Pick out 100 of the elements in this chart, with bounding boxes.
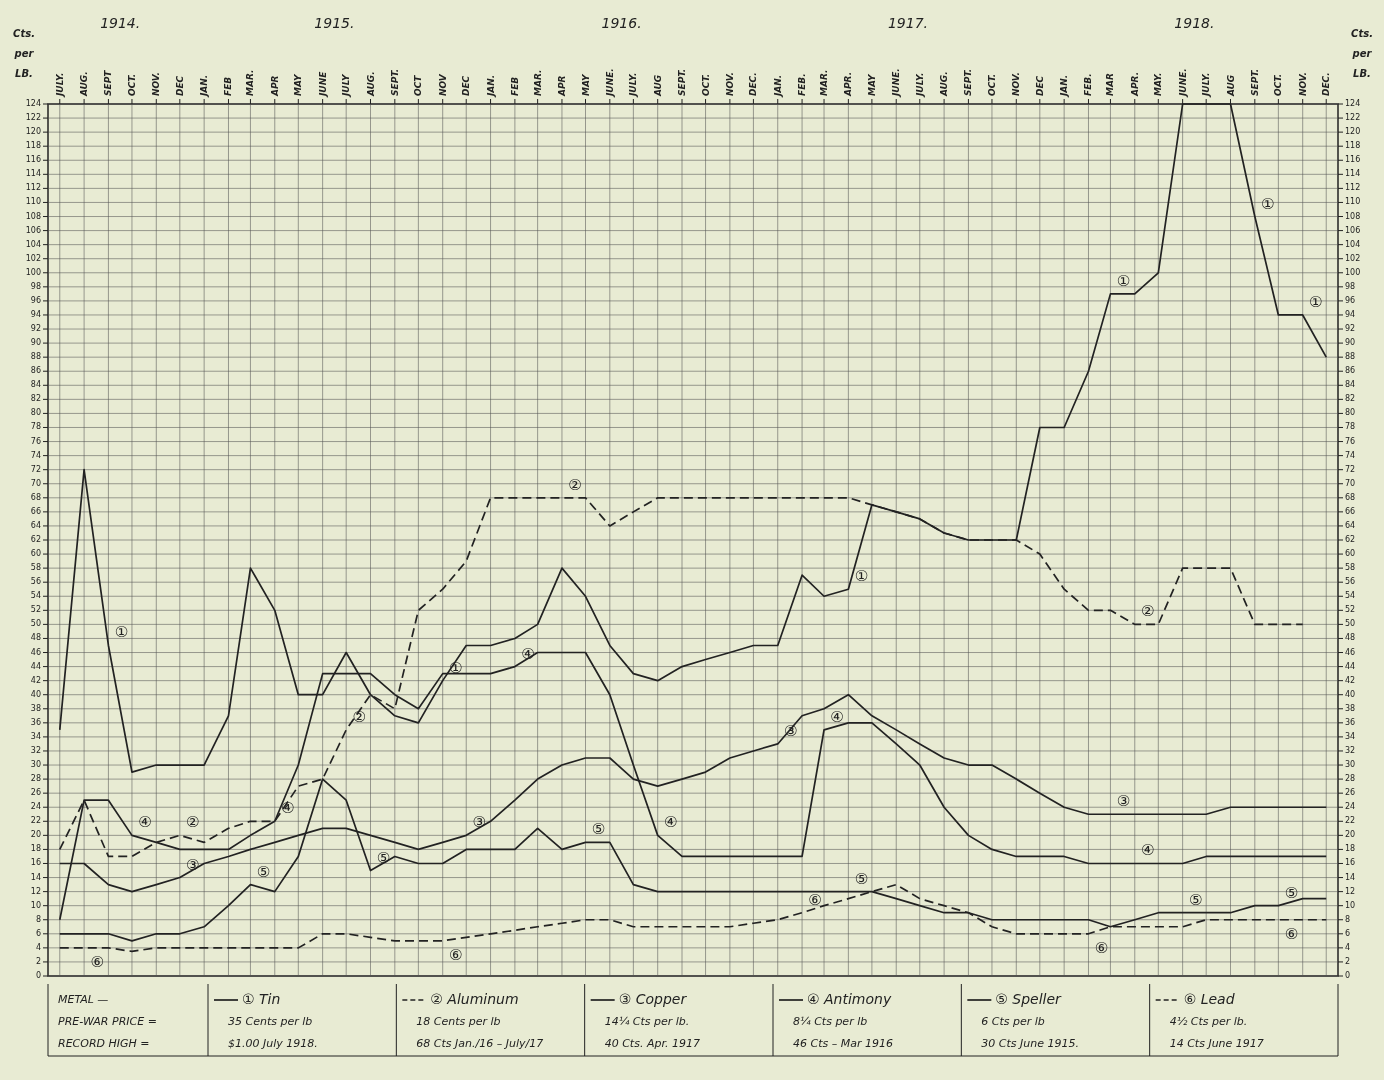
legend-label: ② Aluminum xyxy=(430,991,519,1007)
y2-tick-label: 30 xyxy=(1345,760,1356,770)
y2-tick-label: 122 xyxy=(1345,113,1361,123)
text: $1.00 July 1918. xyxy=(228,1037,318,1050)
annotation: ⑤ xyxy=(1188,890,1203,909)
x-tick-label: AUG. xyxy=(365,71,376,97)
text: 68 Cts Jan./16 – July/17 xyxy=(416,1037,544,1050)
x-tick-label: DEC. xyxy=(1321,72,1332,96)
y2-tick-label: 44 xyxy=(1345,661,1356,671)
annotation: ⑤ xyxy=(1284,883,1299,902)
y-tick-label: 94 xyxy=(30,309,41,319)
y-tick-label: 0 xyxy=(35,971,41,980)
y2-tick-label: 20 xyxy=(1345,830,1356,840)
y-tick-label: 106 xyxy=(25,225,41,235)
annotation: ② xyxy=(1141,602,1155,621)
annotation: ② xyxy=(186,813,200,832)
y2-tick-label: 78 xyxy=(1345,422,1356,432)
y-tick-label: 62 xyxy=(30,535,41,544)
x-tick-label: JULY. xyxy=(1201,72,1212,98)
x-tick-label: MAY xyxy=(866,73,877,96)
y-tick-label: 120 xyxy=(25,127,41,137)
y-tick-label: 104 xyxy=(25,239,41,249)
x-tick-label: JUNE. xyxy=(1177,68,1188,98)
annotation: ⑤ xyxy=(854,869,869,888)
x-tick-label: MAR. xyxy=(819,69,830,96)
y-tick-label: 70 xyxy=(30,478,41,488)
annotation: ⑥ xyxy=(1094,938,1109,957)
x-tick-label: AUG. xyxy=(939,71,950,97)
y-tick-label: 26 xyxy=(30,788,41,798)
x-tick-label: JULY. xyxy=(628,72,639,98)
y2-tick-label: 114 xyxy=(1345,169,1361,179)
text: 46 Cts – Mar 1916 xyxy=(793,1037,893,1050)
y-tick-label: 42 xyxy=(30,675,41,685)
y-tick-label: 90 xyxy=(30,338,41,348)
y2-tick-label: 118 xyxy=(1345,141,1361,151)
y-tick-label: 28 xyxy=(30,774,41,784)
y2-tick-label: 28 xyxy=(1345,774,1356,784)
y-tick-label: 8 xyxy=(35,914,41,924)
y-tick-label: 40 xyxy=(30,689,41,699)
y2-tick-label: 74 xyxy=(1345,450,1356,460)
x-tick-label: NOV. xyxy=(1011,72,1022,96)
y2-tick-label: 58 xyxy=(1345,563,1356,573)
x-tick-label: DEC xyxy=(174,75,185,96)
y2-tick-label: 50 xyxy=(1345,619,1356,629)
y2-axis-title: Cts. per LB. xyxy=(1351,28,1373,79)
annotation: ④ xyxy=(138,813,152,832)
annotation: ① xyxy=(1261,194,1275,213)
text: 40 Cts. Apr. 1917 xyxy=(604,1037,700,1050)
y-tick-label: 112 xyxy=(25,183,41,193)
y-tick-label: 82 xyxy=(30,394,41,404)
text: 14 Cts June 1917 xyxy=(1169,1037,1264,1050)
y2-tick-label: 6 xyxy=(1345,928,1351,938)
y2-tick-label: 48 xyxy=(1345,633,1356,643)
x-tick-label: NOV. xyxy=(151,72,162,96)
y2-tick-label: 62 xyxy=(1345,535,1356,544)
y2-tick-label: 80 xyxy=(1345,408,1356,418)
y2-tick-label: 116 xyxy=(1345,155,1361,165)
y2-tick-label: 66 xyxy=(1345,506,1356,516)
y-tick-label: 36 xyxy=(30,717,41,727)
y-tick-label: 78 xyxy=(30,422,41,432)
y-tick-label: 2 xyxy=(35,956,41,966)
x-tick-label: JUNE xyxy=(317,70,328,98)
y-tick-label: 34 xyxy=(30,731,41,741)
x-tick-label: SEPT. xyxy=(389,68,400,96)
x-tick-label: MAY xyxy=(293,73,304,96)
y2-tick-label: 36 xyxy=(1345,717,1356,727)
y-tick-label: 84 xyxy=(30,380,41,390)
y2-tick-label: 124 xyxy=(1345,99,1361,108)
x2-tick-label: 1917. xyxy=(887,15,929,31)
y-tick-label: 60 xyxy=(30,549,41,559)
y-tick-label: 16 xyxy=(30,858,41,868)
y2-tick-label: 64 xyxy=(1345,520,1356,530)
y2-tick-label: 34 xyxy=(1345,731,1356,741)
y2-tick-label: 38 xyxy=(1345,703,1356,713)
x-tick-label: AUG. xyxy=(79,71,90,97)
y2-tick-label: 92 xyxy=(1345,324,1356,334)
x2-tick-label: 1915. xyxy=(314,15,355,31)
y2-tick-label: 110 xyxy=(1345,197,1361,207)
y-tick-label: 76 xyxy=(30,436,41,446)
x-tick-label: APR. xyxy=(843,71,854,97)
x-tick-label: JUNE. xyxy=(604,68,615,98)
y-tick-label: 118 xyxy=(25,141,41,151)
x2-tick-label: 1914. xyxy=(100,15,141,31)
y-tick-label: 4 xyxy=(35,942,41,952)
text: 18 Cents per lb xyxy=(416,1015,501,1028)
y2-tick-label: 56 xyxy=(1345,577,1356,587)
y-tick-label: 114 xyxy=(25,169,41,179)
x-tick-label: FEB xyxy=(509,76,520,96)
y-tick-label: 68 xyxy=(30,492,41,502)
x-tick-label: APR. xyxy=(1129,71,1140,97)
x-tick-label: NOV xyxy=(437,73,448,96)
x-tick-label: SEPT. xyxy=(677,68,688,96)
annotation: ④ xyxy=(663,813,678,832)
x2-tick-label: 1918. xyxy=(1174,15,1215,31)
y-tick-label: 6 xyxy=(35,928,41,938)
x-tick-label: APR xyxy=(556,75,567,97)
y-tick-label: 18 xyxy=(30,844,41,854)
y2-tick-label: 98 xyxy=(1345,281,1356,291)
annotation: ⑥ xyxy=(90,952,104,971)
y-tick-label: 56 xyxy=(30,577,41,587)
